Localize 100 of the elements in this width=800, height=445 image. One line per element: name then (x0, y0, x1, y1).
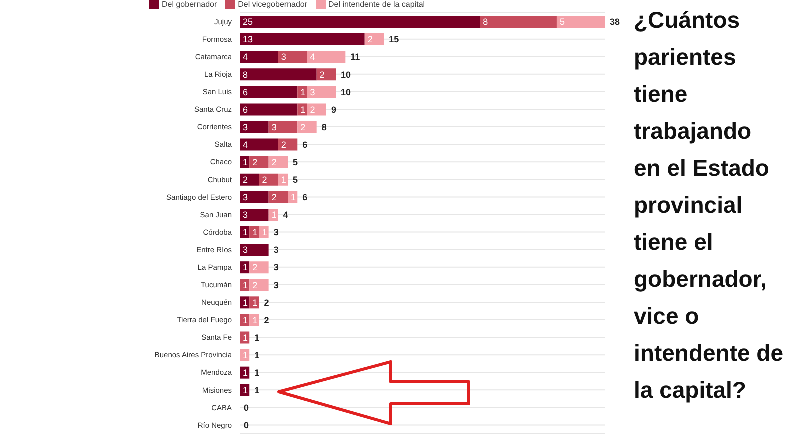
data-label: 6 (243, 104, 248, 115)
data-label: 3 (243, 122, 248, 132)
total-label: 3 (274, 280, 279, 290)
total-label: 1 (254, 332, 260, 343)
data-label: 3 (243, 245, 248, 256)
data-label: 2 (320, 70, 325, 80)
bar (240, 244, 269, 256)
bar (250, 262, 269, 274)
total-label: 8 (322, 122, 327, 132)
data-label: 1 (281, 175, 286, 186)
bar (240, 104, 298, 116)
bar (240, 68, 317, 81)
data-label: 4 (243, 140, 248, 150)
total-label: 5 (293, 157, 298, 168)
data-label: 5 (560, 17, 565, 28)
data-label: 1 (243, 386, 248, 396)
data-label: 1 (300, 87, 306, 98)
total-label: 11 (350, 52, 360, 62)
total-label: 9 (331, 104, 336, 115)
data-label: 2 (243, 175, 248, 186)
data-label: 8 (243, 70, 248, 80)
data-label: 25 (243, 17, 254, 28)
total-label: 6 (302, 140, 308, 150)
data-label: 13 (243, 34, 254, 45)
bar (316, 68, 336, 81)
bar (307, 86, 336, 98)
bar (240, 34, 365, 46)
total-label: 3 (274, 245, 279, 256)
data-label: 1 (243, 298, 248, 308)
bar (240, 51, 278, 64)
data-label: 4 (310, 52, 316, 62)
text: 0 (244, 420, 250, 430)
data-label: 1 (243, 228, 248, 238)
data-label: 2 (281, 140, 286, 150)
data-label: 1 (243, 332, 248, 343)
bar (268, 121, 298, 134)
bar (480, 16, 557, 28)
bar (250, 279, 269, 292)
data-label: 8 (483, 17, 488, 28)
data-label: 1 (243, 315, 248, 326)
data-label: 1 (243, 157, 248, 168)
data-label: 2 (368, 34, 373, 45)
data-label: 6 (243, 87, 248, 98)
chart-title: ¿Cuántos parientes tiene trabajando en el Estado provincial tiene el gobernador, vice o intendente de la capital? (634, 7, 784, 403)
bar (364, 34, 384, 46)
data-label: 1 (243, 350, 248, 360)
total-label: 10 (341, 70, 352, 80)
total-label: 10 (341, 87, 352, 98)
bar (268, 156, 288, 168)
total-label: 2 (264, 315, 270, 326)
bar (556, 16, 605, 28)
data-label: 2 (252, 157, 258, 168)
total-label: 3 (274, 228, 279, 238)
total-label: 2 (264, 298, 270, 308)
legend-label: Del intendente de la capital (328, 0, 426, 9)
bar (240, 121, 269, 134)
data-label: 1 (291, 192, 296, 203)
bar (240, 86, 298, 98)
bar (240, 16, 480, 28)
data-label: 3 (243, 210, 248, 220)
data-label: 4 (243, 52, 248, 62)
bar (298, 121, 317, 134)
legend-label: Del vicegobernador (237, 0, 308, 9)
data-label: 2 (252, 280, 258, 290)
bar (240, 138, 278, 151)
total-label: 15 (389, 34, 400, 45)
data-label: 3 (310, 87, 316, 98)
bar (259, 174, 278, 186)
total-label: 6 (302, 192, 308, 203)
total-label: 4 (283, 210, 288, 220)
legend-label: Del gobernador (161, 0, 218, 9)
total-label: 5 (293, 175, 298, 186)
bar (259, 226, 269, 238)
total-label: 38 (610, 17, 620, 28)
bar (278, 138, 298, 151)
data-label: 2 (300, 122, 306, 132)
data-label: 1 (243, 280, 248, 290)
bar (240, 191, 269, 204)
bar (278, 51, 308, 64)
data-label: 2 (272, 192, 277, 203)
data-label: 1 (300, 104, 306, 115)
total-label: 1 (254, 386, 260, 396)
total-label: 1 (254, 368, 260, 378)
data-label: 1 (243, 368, 248, 378)
data-label: 1 (252, 228, 258, 238)
bar (307, 51, 346, 64)
data-label: 3 (281, 52, 286, 62)
data-label: 3 (272, 122, 277, 132)
data-label: 2 (272, 157, 277, 168)
bar (250, 156, 269, 168)
data-label: 3 (243, 192, 248, 203)
bar (307, 104, 326, 116)
total-label: 3 (274, 262, 279, 273)
data-label: 1 (272, 210, 277, 220)
data-label: 1 (243, 262, 248, 273)
data-label: 1 (262, 228, 268, 238)
data-label: 2 (310, 104, 316, 115)
text: 0 (244, 402, 250, 413)
data-label: 1 (252, 298, 258, 308)
data-label: 1 (252, 315, 258, 326)
